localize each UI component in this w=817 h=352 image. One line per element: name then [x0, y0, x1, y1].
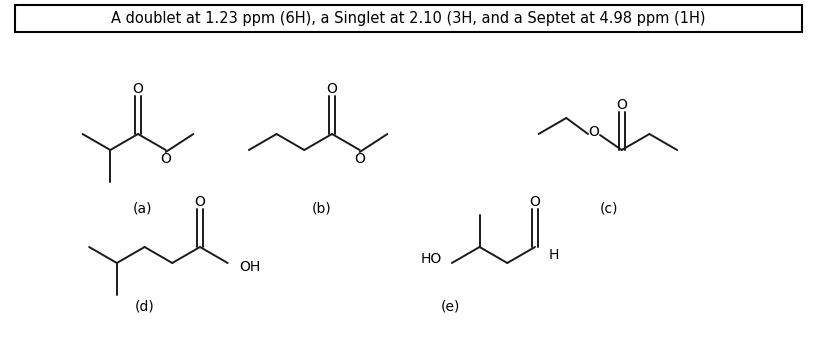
Text: O: O — [327, 82, 337, 96]
Text: HO: HO — [421, 252, 442, 266]
Text: O: O — [160, 152, 171, 166]
Text: O: O — [355, 152, 365, 166]
Text: A doublet at 1.23 ppm (6H), a Singlet at 2.10 (3H, and a Septet at 4.98 ppm (1H): A doublet at 1.23 ppm (6H), a Singlet at… — [111, 11, 706, 26]
FancyBboxPatch shape — [15, 5, 802, 32]
Text: O: O — [616, 98, 627, 112]
Text: (e): (e) — [440, 300, 460, 314]
Text: (b): (b) — [312, 202, 332, 216]
Text: OH: OH — [239, 260, 261, 274]
Text: O: O — [529, 195, 540, 209]
Text: O: O — [588, 125, 600, 139]
Text: O: O — [132, 82, 144, 96]
Text: (d): (d) — [135, 300, 155, 314]
Text: (a): (a) — [133, 202, 153, 216]
Text: H: H — [549, 248, 560, 262]
Text: O: O — [194, 195, 205, 209]
Text: (c): (c) — [600, 202, 618, 216]
